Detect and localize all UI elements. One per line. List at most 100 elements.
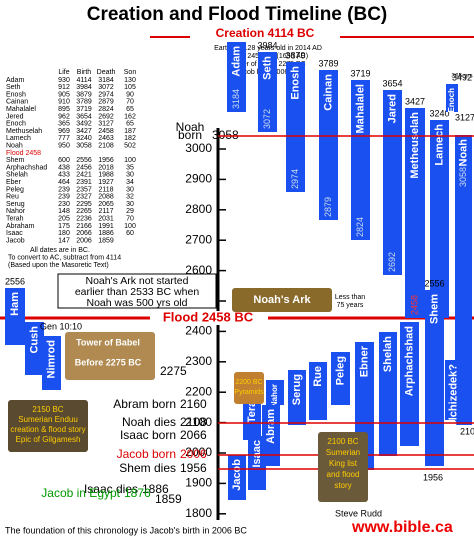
bar-name: Enosh — [289, 66, 301, 100]
tick-label: 2800 — [185, 202, 212, 216]
cell: 2265 — [76, 208, 92, 215]
bar — [25, 322, 44, 375]
bar-name: Rue — [312, 366, 324, 387]
cell: Nahor — [6, 208, 26, 215]
event-year: 2275 — [160, 364, 187, 378]
cell: 2556 — [76, 157, 92, 164]
bar — [445, 360, 462, 420]
bar — [286, 62, 305, 192]
footnote: All dates are in BC. — [30, 247, 90, 254]
bar-name: Enoch — [447, 88, 456, 113]
bar-name: Metheuselah — [409, 112, 421, 179]
enoch-years: 365 yrs — [451, 73, 473, 80]
picture — [232, 288, 332, 312]
cell: Mahalalel — [6, 106, 36, 113]
bar — [309, 362, 327, 420]
cell: 35 — [126, 164, 134, 171]
bar-end: 3072 — [262, 109, 272, 129]
cell: Adam — [6, 77, 24, 84]
bar-name: Adam — [230, 46, 242, 77]
ark-note: earlier than 2533 BC when — [75, 286, 199, 298]
cell: 2824 — [98, 106, 114, 113]
cell: 2458 — [98, 128, 114, 135]
cell: 438 — [58, 164, 70, 171]
bar-name: Shem — [428, 294, 440, 324]
ark-note: Noah's Ark not started — [86, 275, 189, 287]
cell: 2692 — [98, 113, 114, 120]
foundation: The foundation of this chronology is Jac… — [5, 525, 247, 535]
cell: 2295 — [76, 201, 92, 208]
cell: 3879 — [76, 91, 92, 98]
pyramids: 2200 BC — [235, 379, 262, 386]
cell: 433 — [58, 172, 70, 179]
cell: 239 — [58, 194, 70, 201]
site: www.bible.ca — [351, 519, 453, 536]
cell: 70 — [126, 99, 134, 106]
cell: 464 — [58, 179, 70, 186]
event-year: 1859 — [155, 492, 182, 506]
cell: 3654 — [76, 113, 92, 120]
bar — [319, 70, 338, 220]
cell: 175 — [58, 223, 70, 230]
kinglist: and flood — [327, 470, 360, 479]
bar — [430, 120, 449, 318]
cell: Serug — [6, 201, 25, 208]
bar — [351, 80, 370, 240]
cell: 2357 — [76, 186, 92, 193]
bar-name: Arphachshad — [403, 326, 415, 396]
cell: Enosh — [6, 91, 26, 98]
event-year: 2006 — [180, 447, 207, 461]
cell: Methuselah — [6, 128, 42, 135]
cell: 905 — [58, 91, 70, 98]
bar-name: Melchizedek? — [447, 364, 459, 436]
bar-name: Jared — [386, 94, 398, 123]
bar-name: Cush — [28, 326, 40, 354]
less-than: Less than — [335, 294, 365, 301]
creation-bg — [190, 27, 340, 41]
cell: 65 — [126, 106, 134, 113]
author: Steve Rudd — [335, 508, 382, 518]
bar-end: 2824 — [355, 217, 365, 237]
bar-name: Jacob — [231, 459, 243, 491]
cell: 3072 — [98, 84, 114, 91]
cell: 60 — [126, 230, 134, 237]
tick-label: 2900 — [185, 172, 212, 186]
cell: 187 — [124, 128, 136, 135]
tick-label: 2100 — [185, 415, 212, 429]
kinglist: Sumerian — [326, 448, 360, 457]
cell: 162 — [124, 113, 136, 120]
bar-end: 3127 — [455, 112, 474, 122]
cell: Peleg — [6, 186, 24, 193]
bar-top: 3240 — [429, 108, 449, 118]
bar-name: Ebner — [358, 345, 370, 377]
cell: 100 — [124, 157, 136, 164]
cell: 2117 — [98, 208, 113, 215]
col-header: Life — [58, 69, 69, 76]
flood-bg — [150, 311, 268, 325]
col-header: Death — [97, 69, 116, 76]
event-year: 2108 — [180, 415, 207, 429]
cell: 2065 — [98, 201, 114, 208]
bar — [5, 288, 25, 345]
tick-label: 2000 — [185, 445, 212, 459]
cell: 2006 — [76, 237, 92, 244]
cell: 1991 — [98, 223, 114, 230]
bar-name: Nimrod — [45, 340, 57, 379]
bar-end: 2879 — [323, 197, 333, 217]
picture — [65, 332, 155, 380]
cell: Reu — [6, 194, 19, 201]
cell: 2108 — [98, 143, 114, 150]
kinglist: 2100 BC — [327, 437, 358, 446]
cell: 3492 — [76, 121, 92, 128]
event: Noah — [176, 120, 205, 134]
bar-end: 2458 — [409, 295, 419, 315]
cell: 2974 — [98, 91, 114, 98]
bar — [455, 135, 472, 425]
bar-name: Isaac — [251, 440, 263, 468]
title: Creation and Flood Timeline (BC) — [87, 4, 388, 25]
bar-top: 2556 — [424, 278, 444, 288]
bar-top: 3719 — [350, 68, 370, 78]
cell: 930 — [58, 77, 70, 84]
cell: 30 — [126, 201, 134, 208]
bar — [446, 84, 458, 112]
